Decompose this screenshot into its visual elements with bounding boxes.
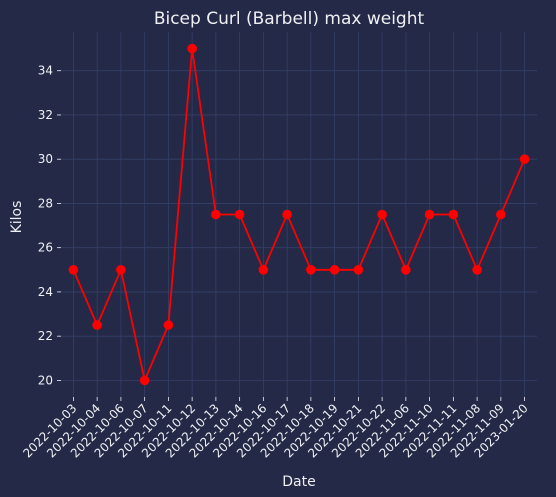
data-point <box>163 320 174 330</box>
data-series <box>68 43 530 386</box>
data-point <box>306 265 316 275</box>
y-tick-label: 30 <box>38 152 53 166</box>
data-point <box>377 209 387 220</box>
y-tick-label: 22 <box>38 329 53 343</box>
y-axis-label: Kilos <box>9 201 25 234</box>
data-point <box>401 265 411 275</box>
data-point <box>519 154 530 164</box>
data-point <box>68 265 79 275</box>
data-point <box>496 209 506 220</box>
x-axis-label: Date <box>282 474 315 490</box>
data-point <box>282 209 292 220</box>
data-point <box>234 209 245 220</box>
y-tick-label: 26 <box>38 241 53 255</box>
y-tick-label: 24 <box>38 285 53 299</box>
data-point <box>448 209 459 220</box>
data-point <box>211 209 221 220</box>
data-point <box>472 265 482 275</box>
data-point <box>187 43 197 54</box>
data-point <box>329 265 340 275</box>
y-tick-label: 32 <box>38 108 53 122</box>
y-tick-label: 34 <box>38 64 53 78</box>
data-point <box>424 209 435 220</box>
chart-title: Bicep Curl (Barbell) max weight <box>154 9 425 29</box>
data-point <box>139 375 150 386</box>
y-tick-label: 20 <box>38 373 53 387</box>
y-tick-label: 28 <box>38 196 53 210</box>
data-point <box>116 265 126 275</box>
data-point <box>92 320 102 330</box>
data-point <box>353 265 364 275</box>
axis-ticks: 2022-10-032022-10-042022-10-062022-10-07… <box>20 64 530 461</box>
data-point <box>258 265 269 275</box>
